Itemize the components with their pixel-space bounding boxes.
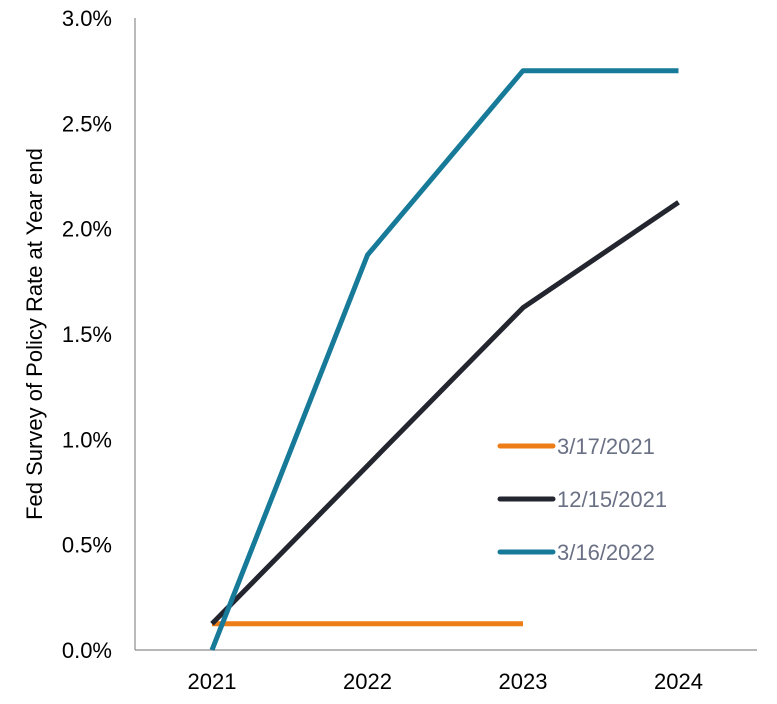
y-tick-label: 0.0% [62,638,112,663]
legend: 3/17/2021 12/15/2021 3/16/2022 [497,434,667,565]
x-tick-labels: 2021 2022 2023 2024 [188,669,703,694]
y-tick-labels: 0.0% 0.5% 1.0% 1.5% 2.0% 2.5% 3.0% [62,6,112,663]
legend-label-3-17-2021: 3/17/2021 [557,434,655,459]
legend-label-12-15-2021: 12/15/2021 [557,487,667,512]
x-tick-label: 2022 [343,669,392,694]
y-tick-label: 0.5% [62,533,112,558]
x-tick-label: 2024 [654,669,703,694]
y-tick-label: 3.0% [62,6,112,31]
series-line-3-16-2022 [209,68,679,651]
y-tick-label: 2.5% [62,111,112,136]
legend-label-3-16-2022: 3/16/2022 [557,540,655,565]
y-tick-label: 1.0% [62,427,112,452]
series-line-12-15-2021 [210,200,680,626]
series-lines [209,68,680,651]
y-tick-label: 2.0% [62,217,112,242]
y-axis-title: Fed Survey of Policy Rate at Year end [22,148,47,520]
x-tick-label: 2023 [499,669,548,694]
y-tick-label: 1.5% [62,322,112,347]
x-tick-label: 2021 [188,669,237,694]
